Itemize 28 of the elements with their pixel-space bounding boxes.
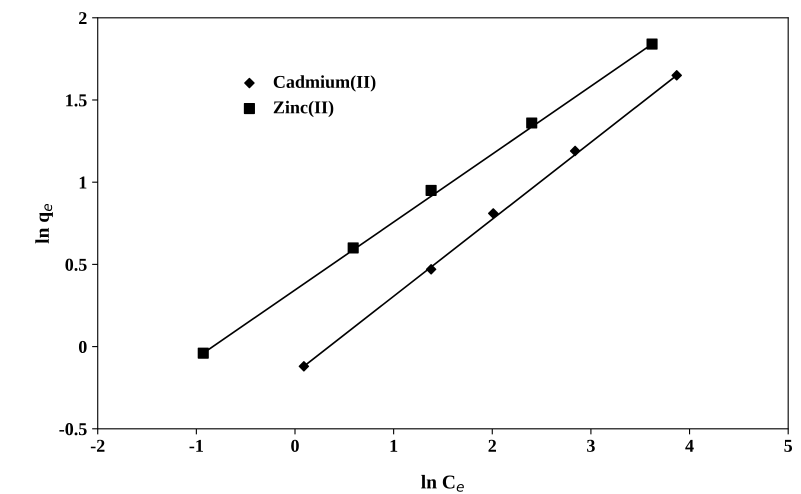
point xyxy=(298,361,310,372)
x-tick-label: -1 xyxy=(190,440,203,452)
x-tick-label: 5 xyxy=(784,440,792,452)
point xyxy=(426,264,436,275)
x-tick-label: 3 xyxy=(587,440,595,452)
y-tick-label: 1.5 xyxy=(66,94,87,107)
y-tick-label: 0 xyxy=(78,340,87,354)
point xyxy=(348,242,359,254)
x-tick-label: -2 xyxy=(90,440,104,452)
point xyxy=(526,117,538,129)
x-tick-label: 0 xyxy=(291,440,299,452)
x-tick-label: 4 xyxy=(685,440,694,452)
y-tick-label: 1 xyxy=(80,176,86,188)
x-tick-label: 1 xyxy=(390,440,398,452)
y-axis-title: ln q$_{e}$ xyxy=(35,204,53,244)
y-tick-label: 2 xyxy=(79,12,87,24)
point xyxy=(426,184,437,196)
y-tick-label: 0.5 xyxy=(65,258,87,271)
legend-label: Cadmium(II) xyxy=(274,75,376,92)
point xyxy=(646,38,658,50)
point xyxy=(198,348,209,359)
point xyxy=(671,70,682,81)
legend-label: Zinc(II) xyxy=(274,100,334,118)
x-tick-label: 2 xyxy=(488,440,496,452)
y-tick-label: -0.5 xyxy=(59,423,87,436)
x-axis-title: ln C$_{e}$ xyxy=(421,474,464,492)
point xyxy=(570,146,580,156)
point xyxy=(488,208,499,219)
